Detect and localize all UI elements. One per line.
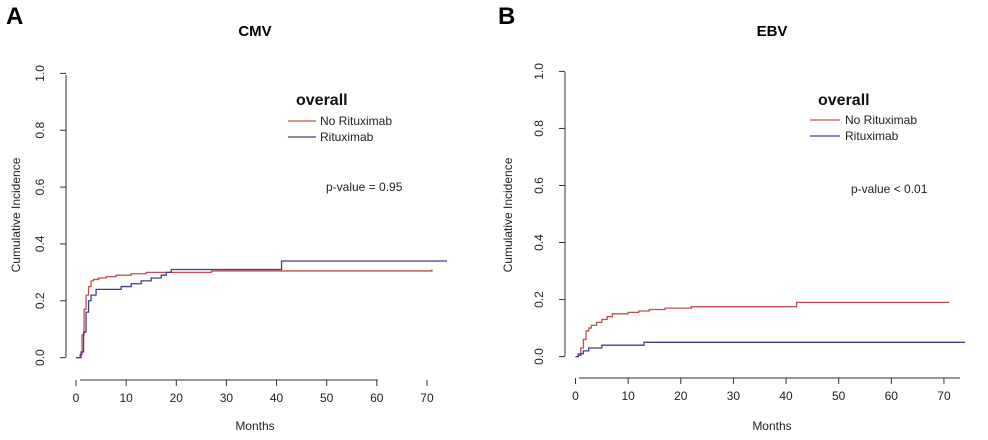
panel-a-p-value: p-value = 0.95 [326,180,403,194]
panel-a-letter: A [6,3,23,30]
panel-b-y-tick-label: 0.6 [532,177,546,194]
panel-a-x-tick-label: 70 [420,391,434,405]
panel-a-x-axis-label: Months [235,419,274,433]
panel-a-y-tick-label: 0.8 [33,122,47,139]
panel-a-legend-label-rituximab: Rituximab [320,130,374,144]
panel-b-title: EBV [757,23,788,40]
panel-a-x-tick-label: 10 [119,391,133,405]
panel-a-legend: overall No Rituximab Rituximab [288,92,392,144]
panel-b-x-tick-label: 50 [832,389,846,403]
panel-a-legend-label-no-rituximab: No Rituximab [320,114,392,128]
panel-b-y-tick-label: 0.8 [532,120,546,137]
panel-b-x-tick-label: 60 [885,389,899,403]
panel-b: B EBV Cumulative Incidence Months 0.0 0.… [498,3,965,433]
panel-a-x-tick-label: 50 [320,391,334,405]
panel-b-y-ticks: 0.0 0.2 0.4 0.6 0.8 1.0 [532,63,565,365]
panel-a-x-tick-label: 40 [270,391,284,405]
panel-b-x-axis-label: Months [752,419,791,433]
panel-b-legend: overall No Rituximab Rituximab [810,92,917,143]
panel-b-y-axis-label: Cumulative Incidence [501,157,515,272]
panel-a-x-tick-label: 60 [370,391,384,405]
panel-b-letter: B [498,3,515,30]
panel-b-x-tick-label: 70 [937,389,951,403]
panel-a-y-ticks: 0.0 0.2 0.4 0.6 0.8 1.0 [33,65,66,366]
panel-b-y-tick-label: 1.0 [532,63,546,80]
panel-b-x-tick-label: 20 [674,389,688,403]
panel-b-p-value: p-value < 0.01 [851,182,928,196]
panel-b-x-ticks: 0 10 20 30 40 50 60 70 [572,378,951,403]
panel-a-x-tick-label: 20 [170,391,184,405]
panel-a-y-tick-label: 0.4 [33,235,47,252]
panel-a-title: CMV [238,23,271,40]
panel-a-legend-title: overall [296,92,348,109]
panel-a-x-tick-label: 0 [73,391,80,405]
panel-a-y-tick-label: 0.2 [33,292,47,309]
panel-a-y-axis-label: Cumulative Incidence [9,157,23,272]
panel-b-legend-label-no-rituximab: No Rituximab [845,113,917,127]
panel-a: A CMV Cumulative Incidence Months 0.0 0.… [6,3,447,433]
panel-a-x-ticks: 0 10 20 30 40 50 60 70 [73,380,434,405]
panel-a-series-no-rituximab-line [76,269,433,359]
panel-a-y-tick-label: 1.0 [33,65,47,82]
panel-a-series-rituximab-line [76,260,447,359]
panel-a-y-tick-label: 0.6 [33,178,47,195]
panel-b-x-tick-label: 10 [621,389,635,403]
panel-a-x-tick-label: 30 [220,391,234,405]
panel-a-y-tick-label: 0.0 [33,349,47,366]
panel-b-x-tick-label: 30 [727,389,741,403]
panel-b-y-tick-label: 0.0 [532,348,546,365]
panel-b-y-tick-label: 0.4 [532,234,546,251]
panel-b-x-tick-label: 0 [572,389,579,403]
panel-b-y-tick-label: 0.2 [532,291,546,308]
panel-a-plot-area [66,62,447,369]
panel-b-legend-label-rituximab: Rituximab [845,129,899,143]
panel-b-plot-area [565,60,965,368]
panel-b-x-tick-label: 40 [779,389,793,403]
panel-b-legend-title: overall [818,92,870,109]
panel-b-series-no-rituximab-line [575,301,950,358]
panel-b-series-rituximab-line [575,341,965,358]
